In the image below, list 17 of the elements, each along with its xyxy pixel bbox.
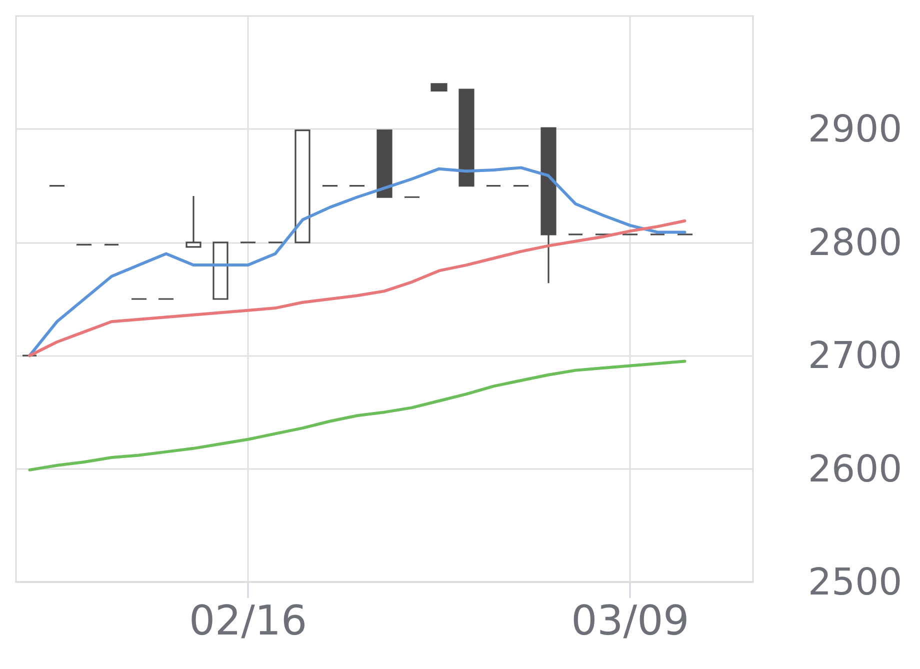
line-series (28, 360, 686, 472)
x-tick-label: 02/16 (188, 596, 308, 644)
line-series (28, 219, 686, 358)
candlestick (540, 127, 556, 284)
x-tick-label: 03/09 (571, 596, 690, 644)
candlestick (212, 242, 228, 300)
candlestick (458, 88, 474, 187)
y-tick-label: 2500 (808, 560, 902, 604)
y-tick-label: 2700 (808, 334, 902, 378)
y-tick-label: 2800 (808, 220, 902, 264)
line-series (28, 166, 686, 358)
candlestick (430, 83, 448, 92)
candlestick (294, 130, 310, 244)
y-tick-label: 2900 (808, 108, 902, 151)
y-tick-label: 2600 (808, 447, 902, 490)
candlestick (376, 130, 392, 198)
candlestick (186, 195, 202, 248)
